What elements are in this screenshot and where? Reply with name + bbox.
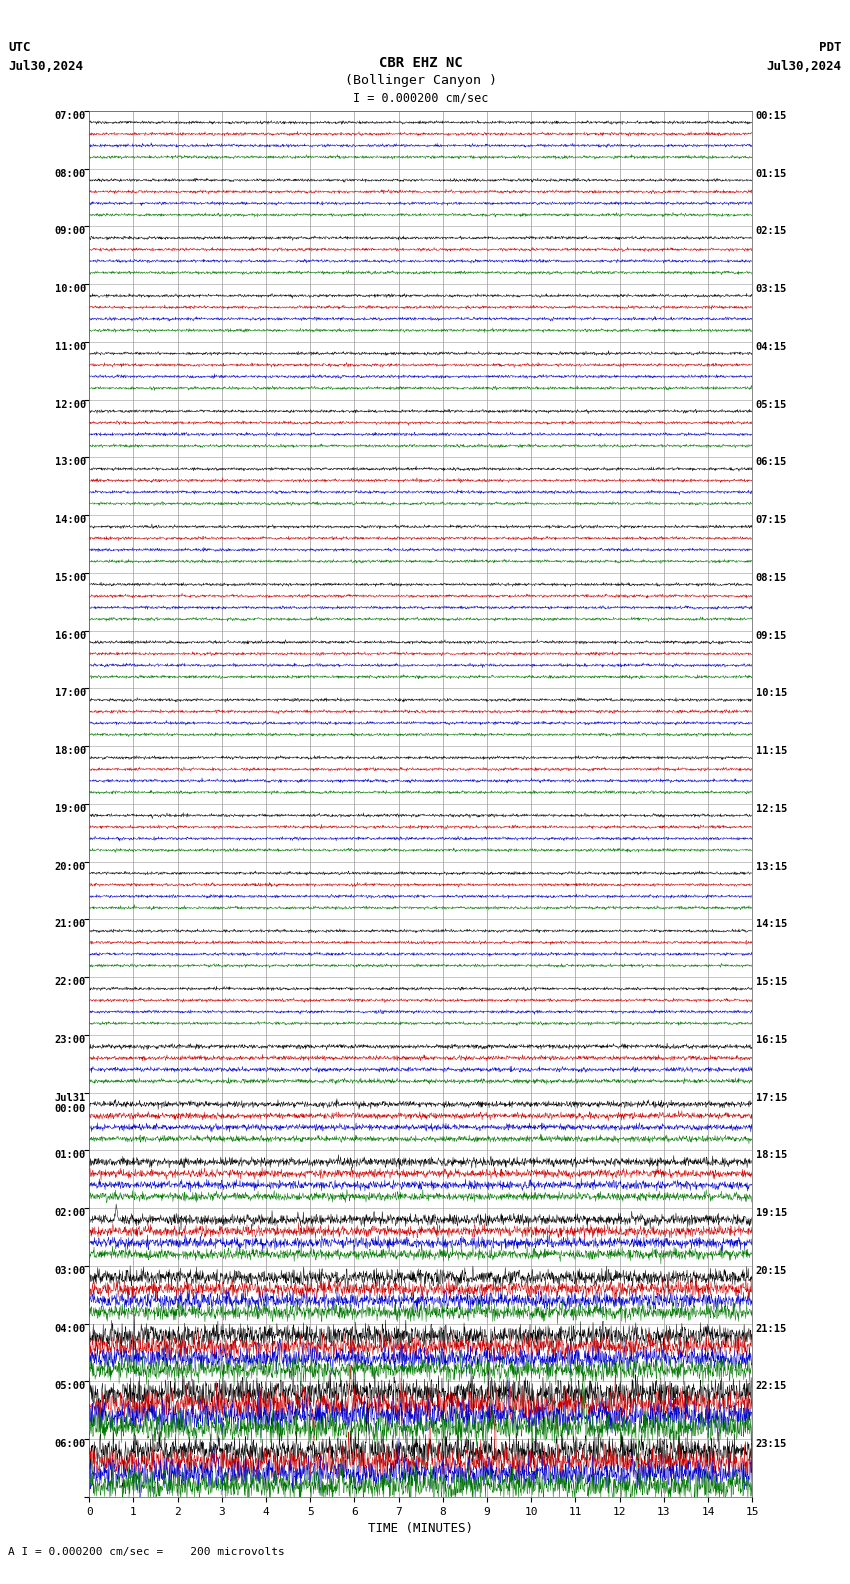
Text: 17:15: 17:15 [756, 1093, 787, 1102]
X-axis label: TIME (MINUTES): TIME (MINUTES) [368, 1522, 473, 1535]
Text: (Bollinger Canyon ): (Bollinger Canyon ) [345, 74, 496, 87]
Text: 05:00: 05:00 [54, 1381, 86, 1391]
Text: 21:00: 21:00 [54, 919, 86, 930]
Text: 16:00: 16:00 [54, 630, 86, 640]
Text: Jul31
00:00: Jul31 00:00 [54, 1093, 86, 1114]
Text: 14:15: 14:15 [756, 919, 787, 930]
Text: I = 0.000200 cm/sec: I = 0.000200 cm/sec [353, 92, 489, 105]
Text: 06:00: 06:00 [54, 1440, 86, 1449]
Text: 11:15: 11:15 [756, 746, 787, 756]
Text: 07:00: 07:00 [54, 111, 86, 120]
Text: 14:00: 14:00 [54, 515, 86, 526]
Text: A I = 0.000200 cm/sec =    200 microvolts: A I = 0.000200 cm/sec = 200 microvolts [8, 1548, 286, 1557]
Text: 03:15: 03:15 [756, 284, 787, 295]
Text: 15:00: 15:00 [54, 573, 86, 583]
Text: 02:00: 02:00 [54, 1209, 86, 1218]
Text: 11:00: 11:00 [54, 342, 86, 352]
Text: 01:15: 01:15 [756, 168, 787, 179]
Text: 21:15: 21:15 [756, 1324, 787, 1334]
Text: 22:15: 22:15 [756, 1381, 787, 1391]
Text: Jul30,2024: Jul30,2024 [767, 60, 842, 73]
Text: 05:15: 05:15 [756, 399, 787, 410]
Text: 04:00: 04:00 [54, 1324, 86, 1334]
Text: 08:00: 08:00 [54, 168, 86, 179]
Text: 20:15: 20:15 [756, 1266, 787, 1275]
Text: 10:00: 10:00 [54, 284, 86, 295]
Text: 19:15: 19:15 [756, 1209, 787, 1218]
Text: 16:15: 16:15 [756, 1034, 787, 1045]
Text: Jul30,2024: Jul30,2024 [8, 60, 83, 73]
Text: 07:15: 07:15 [756, 515, 787, 526]
Text: 18:15: 18:15 [756, 1150, 787, 1161]
Text: 23:00: 23:00 [54, 1034, 86, 1045]
Text: 03:00: 03:00 [54, 1266, 86, 1275]
Text: 19:00: 19:00 [54, 803, 86, 814]
Text: 12:15: 12:15 [756, 803, 787, 814]
Text: CBR EHZ NC: CBR EHZ NC [379, 57, 462, 70]
Text: 20:00: 20:00 [54, 862, 86, 871]
Text: 09:15: 09:15 [756, 630, 787, 640]
Text: 23:15: 23:15 [756, 1440, 787, 1449]
Text: 00:15: 00:15 [756, 111, 787, 120]
Text: 13:00: 13:00 [54, 458, 86, 467]
Text: 02:15: 02:15 [756, 227, 787, 236]
Text: 22:00: 22:00 [54, 977, 86, 987]
Text: 13:15: 13:15 [756, 862, 787, 871]
Text: PDT: PDT [819, 41, 842, 54]
Text: 10:15: 10:15 [756, 689, 787, 699]
Text: 12:00: 12:00 [54, 399, 86, 410]
Text: 06:15: 06:15 [756, 458, 787, 467]
Text: 08:15: 08:15 [756, 573, 787, 583]
Text: UTC: UTC [8, 41, 31, 54]
Text: 17:00: 17:00 [54, 689, 86, 699]
Text: 18:00: 18:00 [54, 746, 86, 756]
Text: 09:00: 09:00 [54, 227, 86, 236]
Text: 15:15: 15:15 [756, 977, 787, 987]
Text: 04:15: 04:15 [756, 342, 787, 352]
Text: 01:00: 01:00 [54, 1150, 86, 1161]
